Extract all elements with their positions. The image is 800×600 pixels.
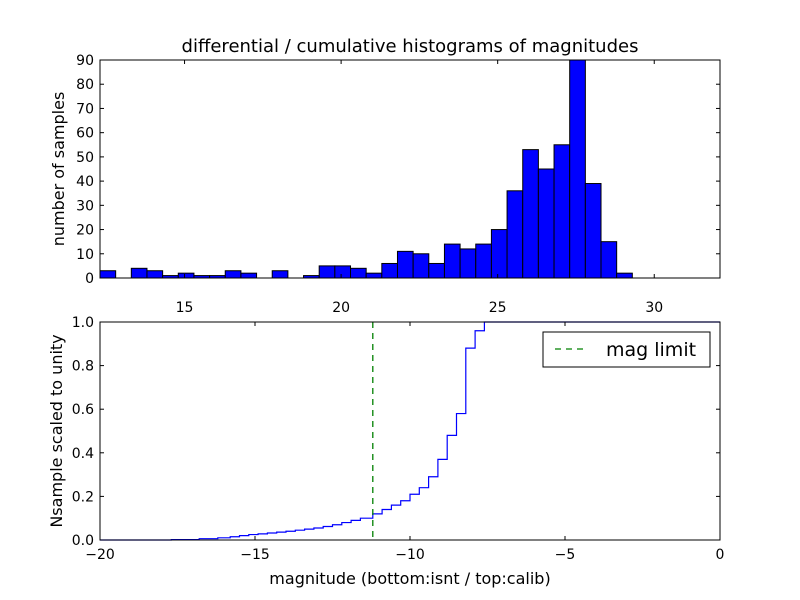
histogram-bar	[396, 250, 414, 279]
histogram-bar	[553, 144, 571, 279]
histogram-bar	[130, 267, 148, 279]
histogram-bar	[428, 262, 445, 279]
bottom-x-tick-label: −20	[85, 547, 115, 563]
top-x-tick-label: 20	[332, 300, 350, 316]
top-axis-ticks	[100, 59, 720, 279]
top-x-tick-label: 30	[645, 300, 663, 316]
histogram-bar	[318, 265, 336, 279]
histogram-bar	[350, 267, 367, 279]
bottom-y-axis-label: Nsample scaled to unity	[47, 334, 66, 527]
top-y-tick-label: 70	[76, 101, 94, 117]
histogram-bar	[271, 270, 289, 279]
histogram-bar	[177, 272, 195, 279]
histogram-bar	[443, 243, 461, 279]
bottom-y-tick-label: 0.2	[72, 489, 94, 505]
bottom-y-tick-label: 0.4	[72, 446, 94, 462]
top-x-tick-label: 15	[176, 300, 194, 316]
histogram-bar	[537, 168, 555, 279]
histogram-bar	[584, 183, 602, 279]
legend-mag-limit-label: mag limit	[606, 339, 696, 361]
histogram-bar	[365, 272, 383, 279]
top-tick-labels: 0 10 20 30 40 50 60 70 80 90 15 20 25 30	[76, 53, 663, 316]
bottom-x-tick-label: −5	[555, 547, 576, 563]
top-y-tick-label: 10	[76, 247, 94, 263]
bottom-x-axis-label: magnitude (bottom:isnt / top:calib)	[269, 569, 550, 588]
histogram-bar	[459, 248, 477, 279]
bottom-y-tick-label: 1.0	[72, 315, 94, 331]
top-y-tick-label: 90	[76, 53, 94, 69]
bottom-y-tick-label: 0.6	[72, 402, 94, 418]
histogram-bar	[475, 243, 492, 279]
bottom-y-tick-label: 0.8	[72, 359, 94, 375]
bottom-x-tick-label: 0	[716, 547, 725, 563]
histogram-bar	[522, 149, 539, 279]
histogram-bar	[334, 265, 352, 279]
top-x-tick-label: 25	[489, 300, 507, 316]
top-y-tick-label: 80	[76, 77, 94, 93]
cumulative-step-line	[100, 321, 720, 541]
top-y-tick-label: 60	[76, 126, 94, 142]
bottom-x-tick-label: −10	[395, 547, 425, 563]
differential-histogram-panel: differential / cumulative histograms of …	[49, 36, 721, 316]
legend: mag limit	[542, 331, 711, 368]
histogram-bar	[99, 270, 117, 279]
histogram-bar	[146, 270, 164, 279]
histogram-bar	[569, 59, 586, 279]
top-y-tick-label: 30	[76, 198, 94, 214]
bottom-x-tick-label: −15	[240, 547, 270, 563]
histogram-bar	[381, 262, 398, 279]
histogram-bar	[240, 272, 258, 279]
cumulative-series	[100, 321, 720, 541]
bottom-axes-frame	[99, 321, 721, 541]
histogram-bar	[224, 270, 242, 279]
legend-box	[542, 331, 711, 368]
top-y-tick-label: 40	[76, 174, 94, 190]
top-y-tick-label: 0	[85, 271, 94, 287]
histogram-bar	[490, 229, 508, 279]
cumulative-distribution-panel: Nsample scaled to unity magnitude (botto…	[47, 315, 724, 588]
bottom-tick-labels: 0.0 0.2 0.4 0.6 0.8 1.0 −20 −15 −10 −5 0	[72, 315, 725, 563]
histogram-bar	[506, 190, 524, 279]
top-y-tick-label: 50	[76, 150, 94, 166]
top-y-axis-label: number of samples	[49, 92, 68, 247]
top-axes-frame	[99, 59, 721, 279]
chart-title: differential / cumulative histograms of …	[182, 36, 639, 57]
histogram-bar	[412, 253, 430, 279]
histogram-bar	[616, 272, 633, 279]
top-y-tick-label: 20	[76, 223, 94, 239]
histogram-bars	[99, 59, 633, 279]
histogram-bar	[600, 241, 618, 279]
bottom-y-tick-label: 0.0	[72, 533, 94, 549]
